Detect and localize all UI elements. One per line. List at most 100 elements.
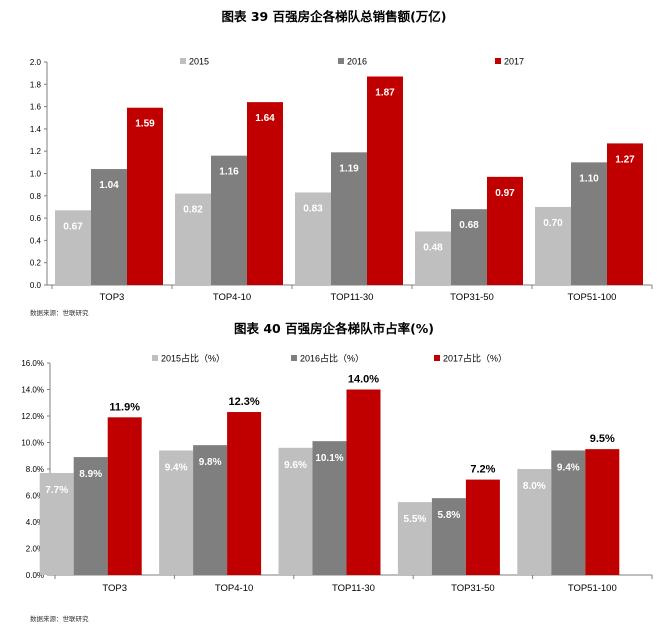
data-label: 0.48 bbox=[423, 242, 443, 253]
bar-2015-TOP31-50 bbox=[415, 231, 451, 285]
y-tick-label: 1.2 bbox=[30, 147, 42, 156]
source-note: 数据来源：世联研究 bbox=[30, 308, 89, 317]
bar-2016-TOP51-100 bbox=[571, 162, 607, 285]
data-label: 0.70 bbox=[543, 218, 563, 229]
bar-2016-TOP3 bbox=[73, 457, 108, 575]
chart-1: 图表 39 百强房企各梯队总销售额(万亿) 2015 2016 2017 0.0 0.2 0… bbox=[30, 9, 653, 317]
data-label: 9.8% bbox=[199, 457, 222, 468]
data-label: 1.04 bbox=[99, 180, 119, 191]
y-tick-label: 0.4 bbox=[30, 236, 42, 245]
x-tick-label: TOP11-30 bbox=[331, 292, 374, 303]
data-label: 1.16 bbox=[219, 167, 239, 178]
legend-label: 2015 bbox=[189, 57, 209, 67]
bar-2017-TOP31-50 bbox=[465, 479, 500, 575]
legend-label: 2017占比（%） bbox=[443, 353, 507, 364]
chart-title: 图表 40 百强房企各梯队市占率(%) bbox=[234, 321, 434, 336]
bar-2016-TOP4-10 bbox=[193, 445, 228, 575]
y-tick-label: 1.6 bbox=[30, 103, 42, 112]
y-tick-label: 1.0 bbox=[30, 170, 42, 179]
y-tick-label: 0.0% bbox=[26, 571, 44, 580]
y-tick-label: 1.8 bbox=[30, 80, 42, 89]
y-tick-label: 4.0% bbox=[26, 518, 44, 527]
y-tick-label: 0.2 bbox=[30, 259, 42, 268]
x-tick-label: TOP3 bbox=[102, 583, 127, 594]
x-tick-label: TOP31-50 bbox=[451, 583, 495, 594]
bar-2015-TOP31-50 bbox=[397, 502, 432, 575]
y-tick-label: 2.0% bbox=[26, 545, 44, 554]
legend-swatch bbox=[495, 58, 501, 64]
data-label: 9.6% bbox=[284, 460, 307, 471]
bar-2016-TOP11-30 bbox=[331, 152, 367, 285]
bar-2017-TOP11-30 bbox=[367, 76, 403, 286]
legend-label: 2016占比（%） bbox=[300, 353, 364, 364]
chart-2: 图表 40 百强房企各梯队市占率(%) 2015占比（%） 2016占比（%） 201… bbox=[21, 321, 653, 623]
legend-swatch bbox=[434, 355, 440, 361]
data-label: 5.8% bbox=[438, 510, 461, 521]
data-label: 10.1% bbox=[315, 453, 343, 464]
data-label: 7.7% bbox=[45, 485, 68, 496]
bar-2016-TOP51-100 bbox=[551, 450, 586, 575]
data-label: 7.2% bbox=[470, 464, 495, 476]
data-label: 0.97 bbox=[495, 188, 515, 199]
y-tick-label: 14.0% bbox=[21, 386, 44, 395]
bar-2015-TOP3 bbox=[39, 472, 74, 575]
chart-title: 图表 39 百强房企各梯队总销售额(万亿) bbox=[221, 9, 446, 24]
y-tick-label: 8.0% bbox=[26, 465, 44, 474]
y-tick-label: 0.8 bbox=[30, 192, 42, 201]
data-label: 0.67 bbox=[63, 221, 83, 232]
bar-2017-TOP4-10 bbox=[247, 102, 283, 285]
bar-2016-TOP31-50 bbox=[451, 209, 487, 285]
y-tick-label: 1.4 bbox=[30, 125, 42, 134]
y-tick-label: 2.0 bbox=[30, 58, 42, 67]
data-label: 0.82 bbox=[183, 205, 203, 216]
data-label: 1.19 bbox=[339, 163, 359, 174]
x-tick-label: TOP31-50 bbox=[450, 292, 494, 303]
bar-2017-TOP51-100 bbox=[607, 143, 643, 285]
y-tick-label: 0.0 bbox=[30, 281, 42, 290]
data-label: 1.87 bbox=[375, 87, 395, 98]
data-label: 8.9% bbox=[79, 469, 102, 480]
legend-swatch bbox=[338, 58, 344, 64]
data-label: 1.64 bbox=[255, 113, 275, 124]
x-tick-label: TOP51-100 bbox=[568, 292, 617, 303]
bar-2015-TOP4-10 bbox=[159, 450, 194, 575]
bar-2015-TOP51-100 bbox=[517, 469, 552, 575]
y-tick-label: 12.0% bbox=[21, 412, 44, 421]
bar-2015-TOP11-30 bbox=[278, 447, 313, 575]
bar-2016-TOP3 bbox=[91, 169, 127, 285]
bar-2016-TOP31-50 bbox=[431, 498, 466, 575]
x-tick-label: TOP3 bbox=[100, 292, 125, 303]
legend-swatch bbox=[180, 58, 186, 64]
legend-label: 2016 bbox=[347, 57, 367, 67]
y-tick-label: 6.0% bbox=[26, 492, 44, 501]
x-tick-label: TOP51-100 bbox=[568, 583, 617, 594]
data-label: 1.10 bbox=[579, 173, 599, 184]
data-label: 11.9% bbox=[109, 401, 140, 413]
legend-swatch bbox=[152, 355, 158, 361]
legend-label: 2017 bbox=[504, 57, 524, 67]
bar-2017-TOP4-10 bbox=[227, 412, 262, 575]
bar-2015-TOP51-100 bbox=[535, 206, 571, 285]
data-label: 9.5% bbox=[590, 433, 615, 445]
data-label: 1.27 bbox=[615, 154, 635, 165]
legend-label: 2015占比（%） bbox=[161, 353, 225, 364]
bar-2017-TOP31-50 bbox=[487, 176, 523, 285]
bar-2017-TOP3 bbox=[107, 417, 142, 575]
data-label: 0.68 bbox=[459, 220, 479, 231]
data-label: 12.3% bbox=[228, 396, 259, 408]
x-tick-label: TOP11-30 bbox=[332, 583, 375, 594]
x-tick-label: TOP4-10 bbox=[215, 583, 253, 594]
bar-2015-TOP11-30 bbox=[295, 192, 331, 285]
bar-2017-TOP51-100 bbox=[585, 449, 620, 575]
bar-2015-TOP4-10 bbox=[175, 193, 211, 285]
bar-2015-TOP3 bbox=[55, 210, 91, 285]
y-tick-label: 0.6 bbox=[30, 214, 42, 223]
data-label: 14.0% bbox=[348, 374, 379, 386]
data-label: 0.83 bbox=[303, 203, 323, 214]
data-label: 9.4% bbox=[557, 462, 580, 473]
bar-2016-TOP4-10 bbox=[211, 155, 247, 285]
legend-swatch bbox=[291, 355, 297, 361]
data-label: 8.0% bbox=[523, 481, 546, 492]
source-note: 数据来源：世联研究 bbox=[30, 614, 89, 623]
